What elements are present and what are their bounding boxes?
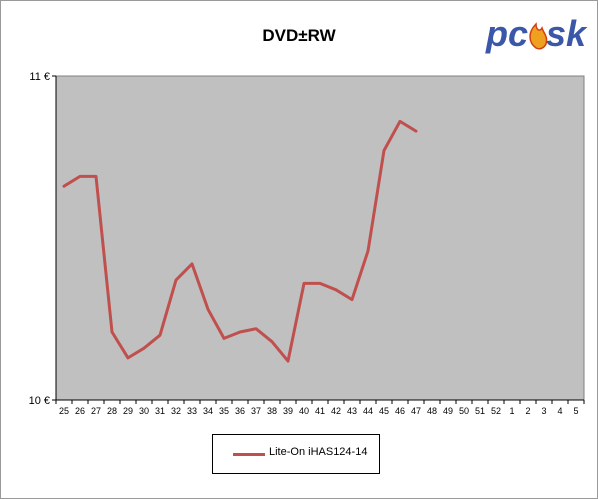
y-tick-label: 10 € [29, 395, 50, 407]
x-tick-label: 2 [525, 406, 530, 416]
x-tick-label: 52 [491, 406, 501, 416]
x-tick-label: 28 [107, 406, 117, 416]
x-tick-label: 34 [203, 406, 213, 416]
x-tick-label: 47 [411, 406, 421, 416]
y-tick-label: 11 € [29, 71, 50, 83]
x-tick-label: 41 [315, 406, 325, 416]
series-group [62, 119, 418, 363]
x-tick-label: 1 [509, 406, 514, 416]
x-tick-label: 45 [379, 406, 389, 416]
legend-label: Lite-On iHAS124-14 [269, 446, 368, 458]
y-axis-labels: 11 € 10 € [29, 71, 50, 407]
axes [52, 75, 585, 404]
legend: Lite-On iHAS124-14 [212, 434, 380, 474]
x-tick-label: 38 [267, 406, 277, 416]
x-tick-label: 43 [347, 406, 357, 416]
x-tick-label: 49 [443, 406, 453, 416]
x-tick-label: 33 [187, 406, 197, 416]
x-tick-label: 29 [123, 406, 133, 416]
flame-icon [529, 22, 548, 50]
x-tick-label: 3 [541, 406, 546, 416]
x-tick-label: 32 [171, 406, 181, 416]
x-tick-label: 30 [139, 406, 149, 416]
x-tick-label: 50 [459, 406, 469, 416]
x-tick-label: 27 [91, 406, 101, 416]
legend-swatch [233, 453, 265, 456]
series-line-0 [62, 119, 418, 363]
logo-text-left: pc [485, 13, 528, 54]
x-tick-label: 35 [219, 406, 229, 416]
x-tick-label: 31 [155, 406, 165, 416]
logo-text-right: sk [546, 13, 588, 54]
x-tick-label: 44 [363, 406, 373, 416]
x-tick-label: 26 [75, 406, 85, 416]
x-tick-label: 51 [475, 406, 485, 416]
x-tick-label: 39 [283, 406, 293, 416]
x-tick-label: 36 [235, 406, 245, 416]
x-tick-label: 42 [331, 406, 341, 416]
x-tick-label: 37 [251, 406, 261, 416]
pcsk-logo: pc sk [485, 13, 588, 54]
x-tick-label: 46 [395, 406, 405, 416]
chart-title: DVD±RW [262, 26, 336, 45]
x-tick-label: 4 [557, 406, 562, 416]
plot-area [55, 75, 585, 401]
x-tick-label: 5 [573, 406, 578, 416]
x-axis-labels: 25 26 27 28 29 30 31 32 33 34 35 36 37 38 39 40 41 42 43 44… [59, 406, 579, 416]
x-tick-label: 25 [59, 406, 69, 416]
x-tick-label: 48 [427, 406, 437, 416]
x-tick-label: 40 [299, 406, 309, 416]
